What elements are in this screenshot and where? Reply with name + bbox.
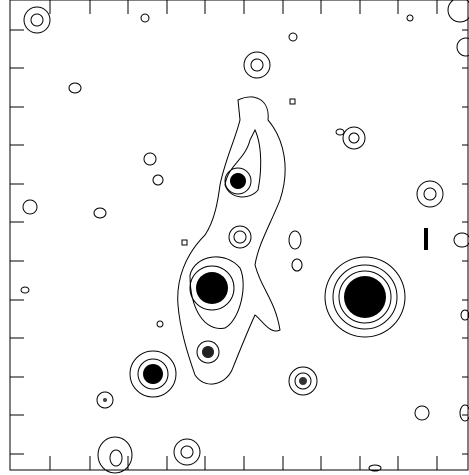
diffuse-emission <box>177 96 286 385</box>
tick-marks <box>10 0 468 470</box>
frame <box>9 0 469 471</box>
sources <box>23 0 469 474</box>
bar-marker <box>424 228 428 250</box>
faint-contours <box>20 13 469 472</box>
